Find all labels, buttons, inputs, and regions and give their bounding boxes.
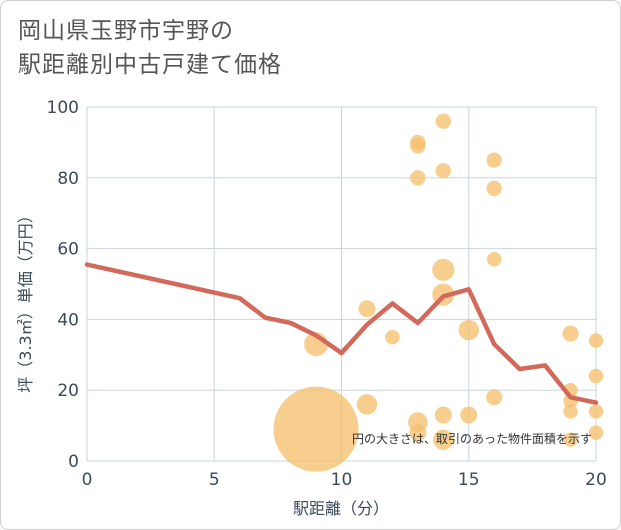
bubble-point bbox=[486, 152, 502, 168]
bubble-point bbox=[435, 113, 451, 129]
y-tick-label: 0 bbox=[68, 452, 79, 472]
average-line-series bbox=[84, 262, 599, 405]
bubble-point bbox=[588, 425, 604, 440]
bubble-point bbox=[385, 329, 400, 345]
bubble-point bbox=[458, 319, 479, 341]
axes: 0 5 10 15 20 0 20 40 60 80 100 bbox=[47, 98, 607, 490]
y-tick-label: 40 bbox=[57, 310, 79, 330]
bubble-point bbox=[588, 333, 604, 348]
bubble-point bbox=[563, 432, 578, 447]
x-tick-label: 0 bbox=[82, 470, 93, 490]
y-tick-label: 80 bbox=[57, 169, 79, 189]
bubble-point bbox=[435, 163, 451, 179]
chart-title: 岡山県玉野市宇野の 駅距離別中古戸建て価格 bbox=[18, 14, 282, 82]
bubble-series bbox=[273, 113, 604, 472]
bubble-point bbox=[432, 258, 455, 281]
chart-title-line-2: 駅距離別中古戸建て価格 bbox=[18, 52, 282, 78]
bubble-point bbox=[460, 406, 478, 424]
x-tick-label: 15 bbox=[458, 470, 480, 490]
bubble-point bbox=[356, 394, 378, 415]
bubble-point bbox=[358, 300, 376, 318]
grid bbox=[86, 106, 597, 462]
bubble-point bbox=[588, 368, 604, 384]
average-line bbox=[84, 262, 599, 405]
bubble-point bbox=[409, 424, 427, 442]
bubble-point bbox=[434, 406, 452, 424]
chart-title-line-1: 岡山県玉野市宇野の bbox=[18, 18, 234, 44]
bubble-point bbox=[486, 251, 502, 267]
y-tick-label: 60 bbox=[57, 240, 79, 260]
x-axis-label: 駅距離（分） bbox=[293, 499, 389, 518]
x-tick-label: 20 bbox=[585, 470, 607, 490]
y-tick-label: 20 bbox=[57, 381, 79, 401]
y-tick-label: 100 bbox=[47, 98, 79, 118]
size-annotation: 円の大きさは、取引のあった物件面積を示す bbox=[352, 431, 592, 446]
bubble-point bbox=[562, 325, 579, 342]
y-axis-label: 坪（3.3㎡）単価（万円） bbox=[16, 207, 35, 392]
bubble-point bbox=[563, 404, 578, 419]
bubble-point bbox=[410, 170, 426, 186]
bubble-point bbox=[433, 429, 454, 450]
bubble-point bbox=[273, 386, 359, 472]
x-tick-label: 10 bbox=[331, 470, 353, 490]
bubble-point bbox=[486, 180, 502, 197]
bubble-point bbox=[486, 389, 503, 406]
bubble-point bbox=[588, 404, 604, 419]
bubble-point bbox=[410, 138, 426, 154]
x-tick-label: 5 bbox=[209, 470, 220, 490]
